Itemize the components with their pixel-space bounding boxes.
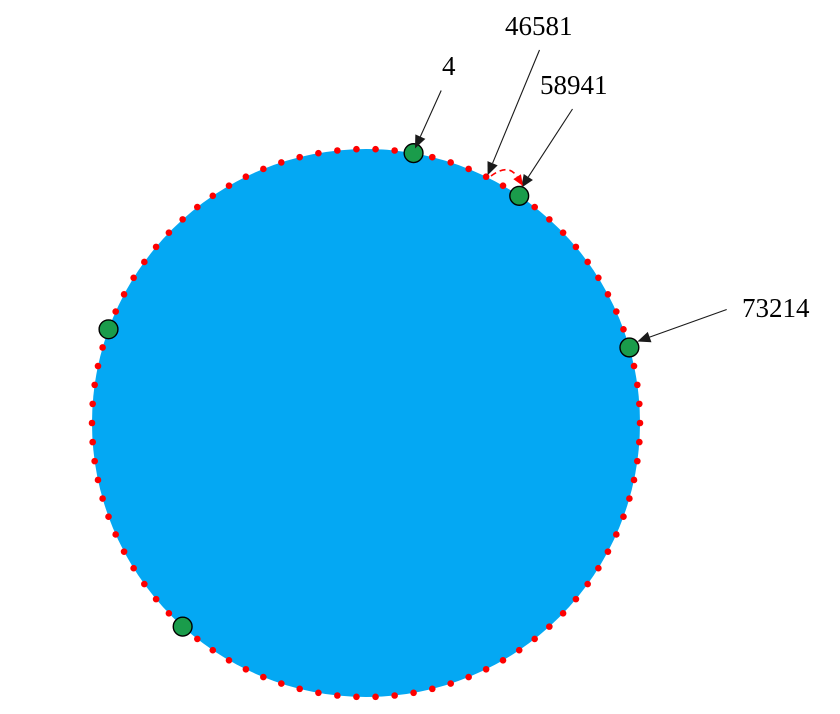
svg-text:73214: 73214 — [742, 293, 810, 323]
svg-text:4: 4 — [442, 51, 456, 81]
svg-text:46581: 46581 — [505, 11, 573, 41]
svg-text:58941: 58941 — [540, 70, 608, 100]
